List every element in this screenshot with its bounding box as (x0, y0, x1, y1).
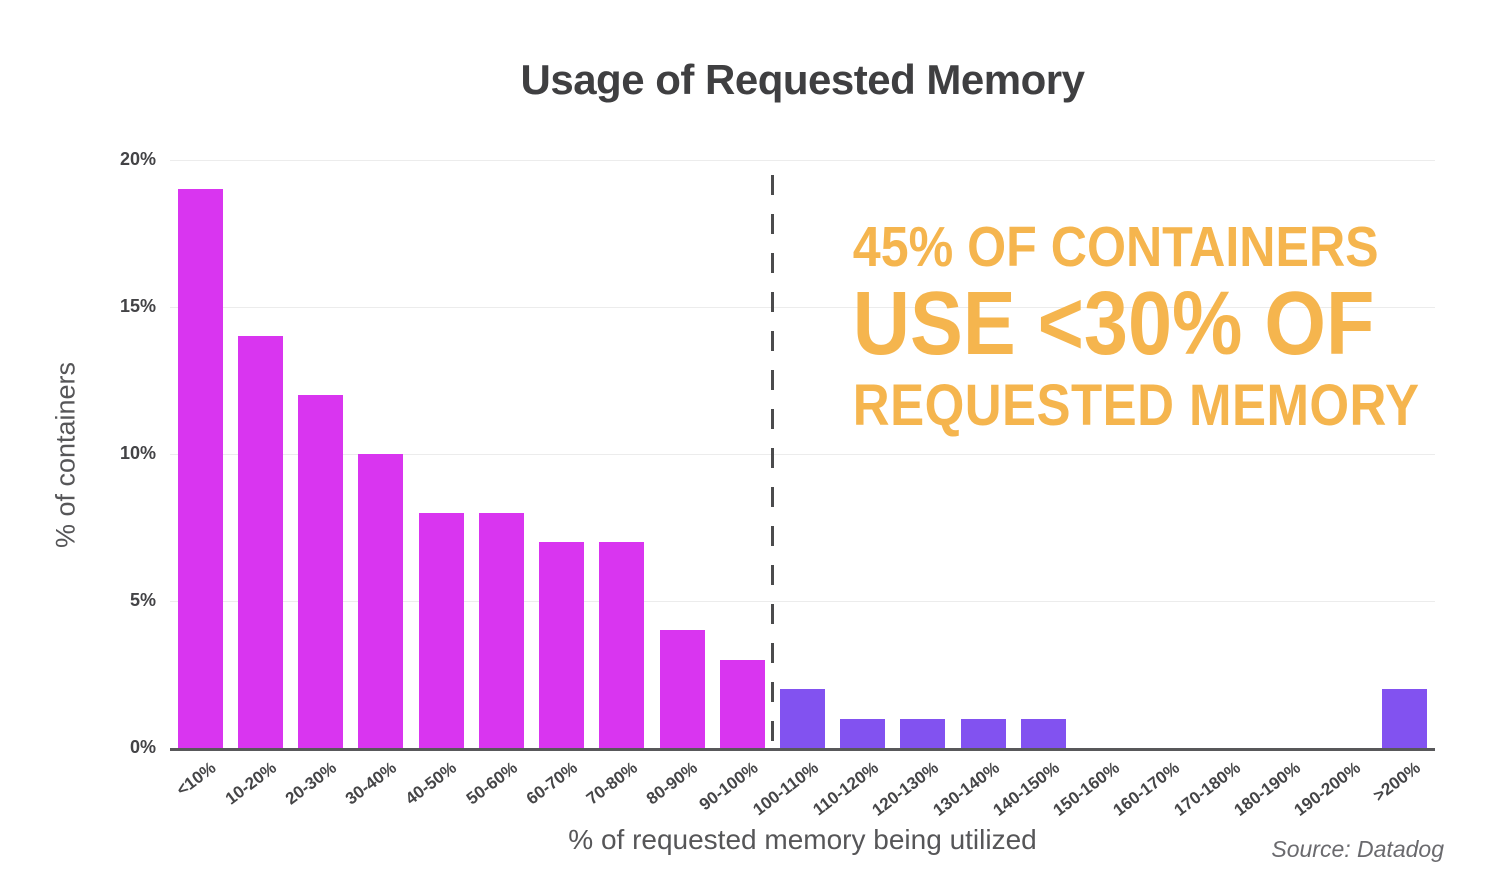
x-tick-label: 170-180% (1170, 758, 1244, 820)
x-tick-label: 120-130% (869, 758, 943, 820)
x-tick-label: 130-140% (929, 758, 1003, 820)
bar-40-50% (418, 512, 464, 748)
x-tick-label: >200% (1370, 758, 1425, 806)
gridline-15 (170, 306, 1435, 308)
bar->200% (1382, 689, 1428, 748)
annotation-callout: 45% OF CONTAINERS USE <30% OF REQUESTED … (818, 215, 1420, 438)
bar-140-150% (1020, 718, 1066, 748)
x-tick-label: 140-150% (989, 758, 1063, 820)
annotation-line-3: REQUESTED MEMORY (852, 372, 1420, 438)
chart-title: Usage of Requested Memory (520, 56, 1085, 103)
y-tick-label: 15% (119, 296, 156, 316)
bar-60-70% (539, 542, 585, 748)
x-tick-label: 10-20% (221, 758, 280, 809)
x-tick-label: <10% (173, 758, 220, 800)
bar-30-40% (358, 454, 404, 748)
bar-120-130% (900, 718, 946, 748)
x-tick-label: 110-120% (809, 758, 883, 820)
x-tick-label: 50-60% (462, 758, 521, 809)
bar-110-120% (840, 718, 886, 748)
x-tick-label: 60-70% (522, 758, 581, 809)
y-tick-label: 20% (119, 149, 156, 169)
gridline-20 (170, 159, 1435, 161)
x-tick-label: 160-170% (1110, 758, 1184, 820)
bar-130-140% (960, 718, 1006, 748)
bar-50-60% (478, 512, 524, 748)
bar-10-20% (237, 336, 283, 748)
x-tick-label: 30-40% (342, 758, 401, 809)
x-tick-label: 20-30% (281, 758, 341, 809)
annotation-line-1: 45% OF CONTAINERS (852, 215, 1379, 279)
x-tick-label: 100-110% (749, 758, 822, 820)
y-tick-label: 10% (119, 443, 156, 463)
plot-area: <10% 10-20% 20-30% 30-40% 40-50% 50-60% 60-70%… (170, 159, 1435, 820)
x-tick-label: 190-200% (1290, 758, 1365, 820)
bar-80-90% (659, 630, 705, 748)
x-axis-title: % of requested memory being utilized (568, 824, 1037, 855)
x-tick-label: 150-160% (1049, 758, 1124, 820)
bar-20-30% (298, 395, 344, 748)
gridline-5 (170, 600, 1435, 602)
bar-70-80% (599, 542, 645, 748)
bar-<10% (177, 189, 223, 748)
y-tick-label: 0% (129, 737, 156, 757)
x-tick-label: 70-80% (582, 758, 642, 809)
gridline-10 (170, 453, 1435, 455)
source-credit: Source: Datadog (1271, 836, 1444, 862)
bar-90-100% (719, 659, 765, 748)
y-tick-label: 5% (129, 590, 156, 610)
annotation-line-2: USE <30% OF (852, 274, 1375, 375)
x-tick-label: 40-50% (402, 758, 461, 809)
x-tick-label: 80-90% (643, 758, 702, 809)
bar-100-110% (780, 689, 825, 748)
x-tick-label: 180-190% (1230, 758, 1304, 820)
threshold-divider-line (770, 175, 775, 748)
